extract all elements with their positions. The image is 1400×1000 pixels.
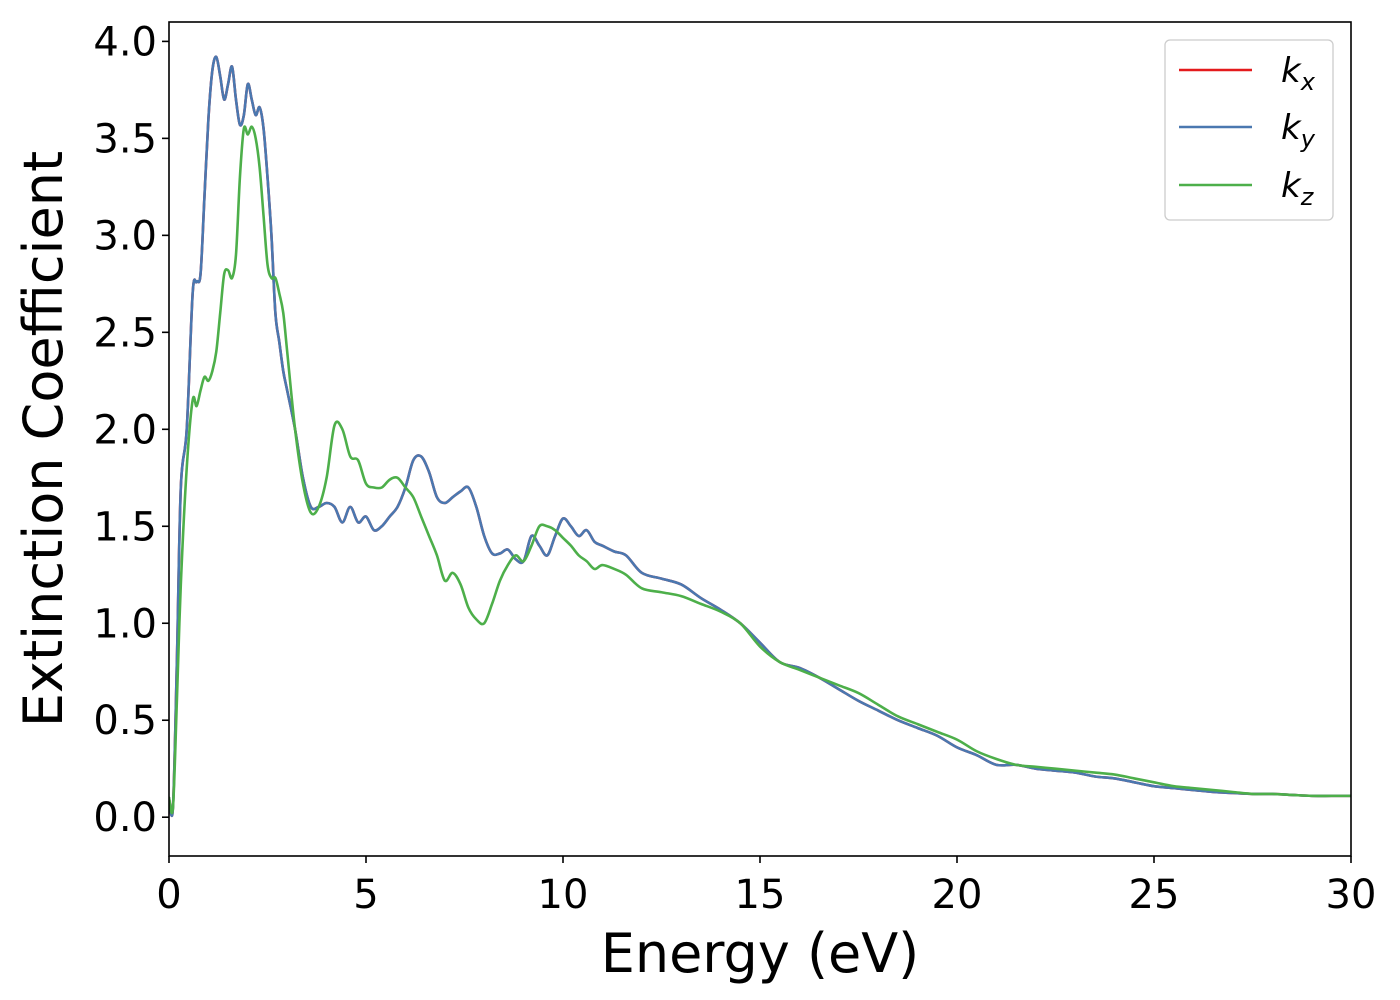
series-line-k-y <box>169 55 1351 818</box>
legend-label-k-x: kx <box>1281 51 1316 96</box>
legend-label-k-y: ky <box>1281 108 1316 153</box>
legend: kx ky kz <box>1164 39 1334 221</box>
y-tick-label: 2.0 <box>93 407 157 453</box>
x-tick-label: 30 <box>1326 872 1377 918</box>
x-axis: 0 5 10 15 20 25 30 <box>156 856 1376 918</box>
y-tick-label: 0.5 <box>93 698 157 744</box>
series-layer <box>169 55 1351 818</box>
x-tick-label: 5 <box>353 872 378 918</box>
y-tick-label: 3.0 <box>93 213 157 259</box>
x-tick-label: 10 <box>538 872 589 918</box>
y-tick-label: 3.5 <box>93 116 157 162</box>
x-tick-label: 20 <box>932 872 983 918</box>
x-tick-label: 25 <box>1129 872 1180 918</box>
x-tick-label: 0 <box>156 872 181 918</box>
x-tick-label: 15 <box>735 872 786 918</box>
y-tick-label: 1.5 <box>93 504 157 550</box>
y-tick-label: 4.0 <box>93 19 157 65</box>
legend-box <box>1164 39 1334 221</box>
y-tick-label: 1.0 <box>93 601 157 647</box>
y-axis: 0.0 0.5 1.0 1.5 2.0 2.5 3.0 3.5 4.0 <box>93 19 169 841</box>
series-line-k-z <box>169 125 1351 815</box>
y-tick-label: 2.5 <box>93 310 157 356</box>
legend-label-k-z: kz <box>1281 166 1315 211</box>
x-axis-title: Energy (eV) <box>601 922 920 985</box>
y-tick-label: 0.0 <box>93 795 157 841</box>
y-axis-title: Extinction Coefficient <box>12 151 75 727</box>
